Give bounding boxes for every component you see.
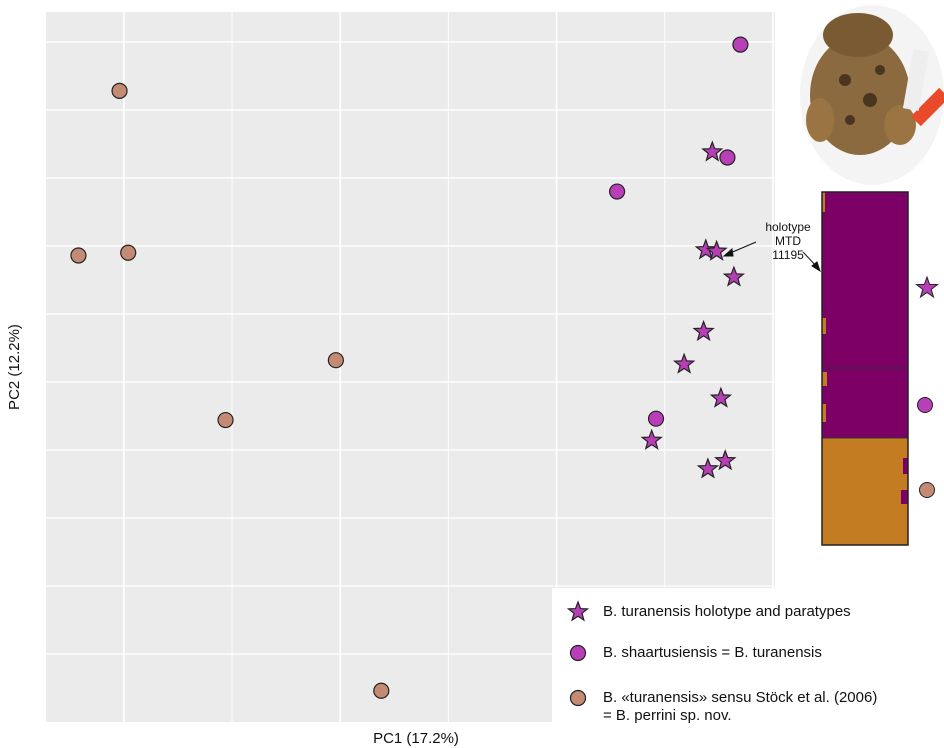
x-axis-label: PC1 (17.2%)	[373, 730, 459, 747]
toad-photo	[800, 5, 944, 185]
star-point	[694, 238, 717, 260]
star-point	[722, 265, 746, 287]
circle-point	[608, 183, 626, 200]
legend-label: B. shaartusiensis = B. turanensis	[603, 644, 822, 661]
circle-point	[111, 82, 128, 99]
legend-marker	[569, 689, 587, 707]
star-point	[705, 239, 728, 261]
star-point	[672, 352, 696, 374]
star-point	[640, 428, 663, 450]
circle-point	[217, 411, 234, 429]
y-axis-label: PC2 (12.2%)	[6, 324, 23, 410]
legend-label: B. turanensis holotype and paratypes	[603, 603, 851, 620]
star-point	[709, 386, 733, 408]
star-point	[696, 457, 720, 479]
star-point	[701, 140, 724, 162]
star-point	[714, 449, 737, 471]
legend-background	[552, 588, 944, 748]
structure-plot	[821, 191, 939, 546]
circle-point	[120, 244, 137, 261]
annotation: holotype MTD 11195	[765, 220, 811, 262]
circle-point	[327, 352, 344, 369]
legend-marker	[566, 600, 590, 622]
circle-point	[647, 410, 665, 427]
circle-point	[373, 682, 390, 699]
legend-label: B. «turanensis» sensu Stöck et al. (2006…	[603, 689, 878, 724]
annotation-arrows	[722, 241, 821, 273]
legend-marker	[569, 644, 587, 662]
circle-point	[70, 247, 87, 264]
circle-point	[732, 36, 749, 53]
circle-point	[719, 149, 736, 166]
star-point	[692, 319, 715, 342]
